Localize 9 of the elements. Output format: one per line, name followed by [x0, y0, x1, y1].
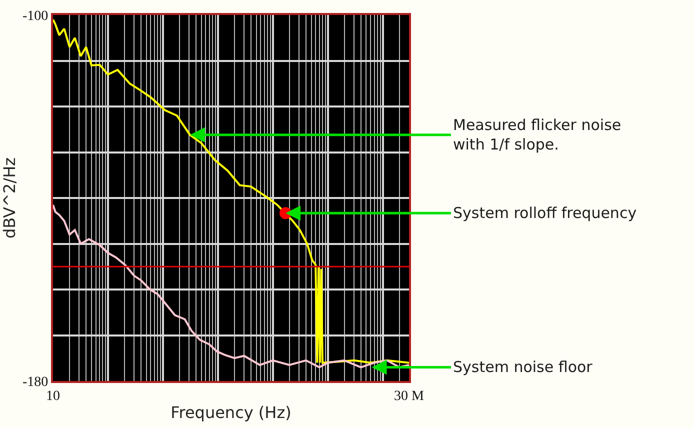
x-tick-label: 10: [46, 388, 60, 404]
y-tick-label: -100: [22, 8, 48, 24]
y-tick-label: -180: [22, 374, 48, 390]
annotation: System noise floor: [453, 358, 594, 376]
x-tick-label: 30 M: [394, 388, 425, 404]
annotation: Measured flicker noise with 1/f slope.: [453, 116, 622, 154]
x-axis-title: Frequency (Hz): [170, 403, 292, 422]
y-axis-title: dBV^2/Hz: [0, 158, 19, 238]
annotation: System rolloff frequency: [453, 204, 637, 222]
